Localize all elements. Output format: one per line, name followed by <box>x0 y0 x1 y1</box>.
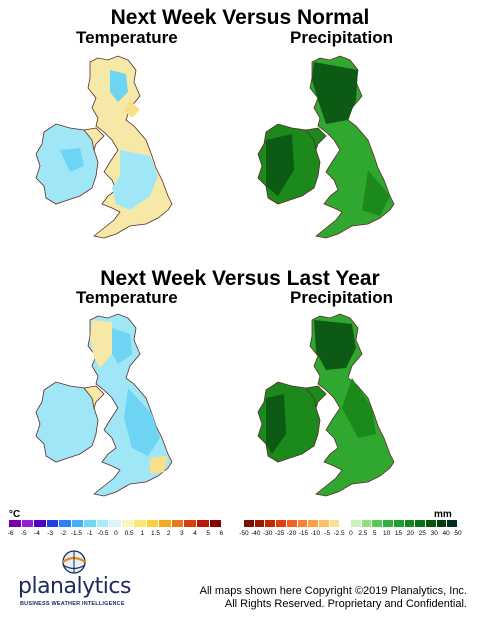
precipitation-swatch <box>361 520 373 527</box>
temperature-swatch <box>184 520 197 527</box>
temperature-tick-label: -4 <box>34 530 40 537</box>
top-temperature-label: Temperature <box>76 28 178 47</box>
precipitation-swatch <box>436 520 448 527</box>
precipitation-swatch <box>447 520 459 527</box>
precipitation-swatch <box>372 520 384 527</box>
temperature-tick-label: 0 <box>114 530 118 537</box>
temperature-swatch <box>96 520 110 527</box>
precipitation-tick-label: -40 <box>251 530 261 537</box>
precipitation-swatch <box>244 520 255 527</box>
precipitation-swatch <box>393 520 405 527</box>
brand-name: planalytics <box>18 574 131 599</box>
temperature-tick-label: 5 <box>206 530 210 537</box>
temperature-swatch <box>134 520 147 527</box>
temperature-tick-label: -1 <box>86 530 93 537</box>
precipitation-scale-ticks: -50 -40 -30 -25 -20 -15 -10 -5 -2.5 0 2.5 5 10 15 20 25… <box>238 530 464 537</box>
precipitation-color-scale <box>244 520 459 527</box>
globe-logo-icon <box>62 550 86 574</box>
temperature-swatch <box>21 520 35 527</box>
copyright-line-1: All maps shown here Copyright ©2019 Plan… <box>199 585 467 597</box>
precipitation-swatch <box>404 520 416 527</box>
precipitation-tick-label: 10 <box>383 530 391 537</box>
precipitation-tick-label: 2.5 <box>358 530 368 537</box>
temperature-tick-label: -2 <box>60 530 67 537</box>
temperature-tick-label: 3 <box>180 530 184 537</box>
temperature-swatch <box>46 520 60 527</box>
precipitation-swatch <box>351 520 362 527</box>
temperature-tick-label: 6 <box>219 530 224 537</box>
precipitation-swatch <box>415 520 426 527</box>
precipitation-tick-label: -25 <box>274 530 285 537</box>
precipitation-swatch <box>308 520 319 527</box>
bottom-precipitation-label: Precipitation <box>290 288 393 307</box>
temperature-tick-label: -0.5 <box>97 530 109 537</box>
precipitation-swatch <box>254 520 266 527</box>
temperature-swatch <box>71 520 85 527</box>
precipitation-tick-label: 30 <box>430 530 438 537</box>
map-precipitation-vs-normal <box>257 55 395 239</box>
precipitation-tick-label: 40 <box>442 530 450 537</box>
temperature-swatch <box>59 520 72 527</box>
temperature-tick-label: 4 <box>193 530 197 537</box>
map-temperature-vs-normal <box>35 55 173 239</box>
temperature-tick-label: -5 <box>20 530 27 537</box>
temperature-tick-label: -1.5 <box>70 530 83 537</box>
temperature-swatch <box>109 520 122 527</box>
planalytics-logo: planalytics BUSINESS WEATHER INTELLIGENC… <box>18 548 131 608</box>
precipitation-tick-label: 20 <box>406 530 415 537</box>
precipitation-tick-label: -50 <box>239 530 249 537</box>
precipitation-swatch <box>340 520 352 527</box>
brand-tagline: BUSINESS WEATHER INTELLIGENCE <box>20 601 125 607</box>
temperature-swatch <box>84 520 97 527</box>
temperature-swatch <box>34 520 47 527</box>
precipitation-swatch <box>297 520 309 527</box>
temperature-scale-ticks: -6 -5 -4 -3 -2 -1.5 -1 -0.5 0 0.5 1 1.5 2 3 4 5 6 <box>4 530 228 537</box>
precipitation-swatch <box>318 520 330 527</box>
precipitation-tick-label: 0 <box>349 530 353 537</box>
precipitation-tick-label: 15 <box>394 530 403 537</box>
temperature-unit-label: °C <box>9 509 21 520</box>
temperature-tick-label: 1.5 <box>150 530 160 537</box>
precipitation-unit-label: mm <box>434 509 452 520</box>
precipitation-swatch <box>265 520 277 527</box>
precipitation-swatch <box>286 520 298 527</box>
precipitation-tick-label: -20 <box>286 530 297 537</box>
precipitation-tick-label: 25 <box>418 530 426 537</box>
temperature-color-scale <box>9 520 223 527</box>
temperature-swatch <box>146 520 160 527</box>
precipitation-tick-label: -15 <box>298 530 309 537</box>
copyright-line-2: All Rights Reserved. Proprietary and Con… <box>224 598 467 610</box>
temperature-swatch <box>171 520 185 527</box>
precipitation-tick-label: -2.5 <box>333 530 345 537</box>
temperature-swatch <box>121 520 135 527</box>
temperature-swatch <box>196 520 210 527</box>
copyright-notice: All maps shown here Copyright ©2019 Plan… <box>200 585 467 611</box>
map-temperature-vs-last-year <box>35 313 173 497</box>
precipitation-tick-label: -10 <box>310 530 320 537</box>
precipitation-swatch <box>276 520 287 527</box>
temperature-tick-label: -6 <box>7 530 14 537</box>
top-section-title: Next Week Versus Normal <box>110 6 370 29</box>
temperature-tick-label: -3 <box>47 530 53 537</box>
precipitation-tick-label: -5 <box>324 530 331 537</box>
temperature-swatch <box>9 520 22 527</box>
bottom-temperature-label: Temperature <box>76 288 178 307</box>
temperature-tick-label: 2 <box>166 530 171 537</box>
bottom-section-title: Next Week Versus Last Year <box>100 267 380 290</box>
precipitation-swatch <box>425 520 437 527</box>
precipitation-swatch <box>329 520 341 527</box>
map-precipitation-vs-last-year <box>257 313 395 497</box>
precipitation-swatch <box>383 520 394 527</box>
temperature-swatch <box>159 520 172 527</box>
precipitation-tick-label: 5 <box>372 530 377 537</box>
precipitation-tick-label: -30 <box>263 530 273 537</box>
temperature-tick-label: 0.5 <box>124 530 134 537</box>
temperature-tick-label: 1 <box>140 530 145 537</box>
precipitation-tick-label: 50 <box>454 530 462 537</box>
temperature-swatch <box>209 520 223 527</box>
top-precipitation-label: Precipitation <box>290 28 393 47</box>
